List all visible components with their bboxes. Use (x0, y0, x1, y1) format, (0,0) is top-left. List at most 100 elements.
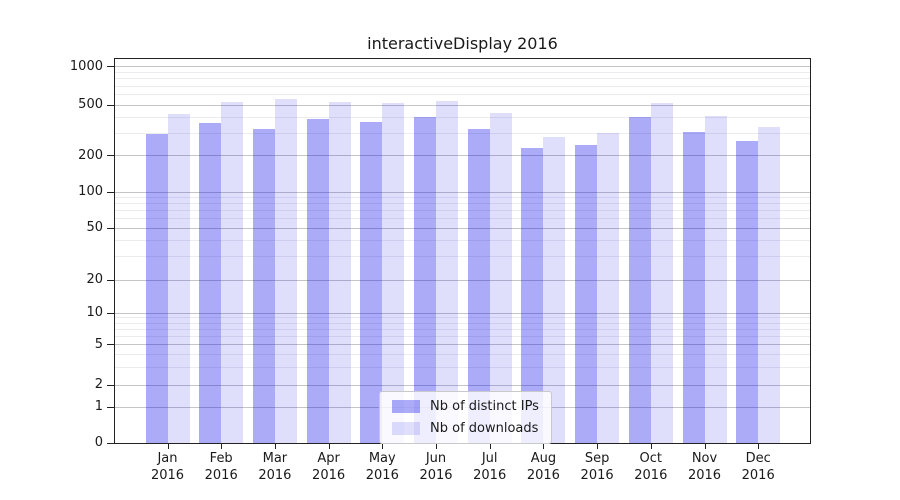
bar-nb-of-distinct-ips-mar (252, 129, 275, 443)
bar-nb-of-distinct-ips-jul (467, 129, 490, 443)
x-tick-label: Mar 2016 (243, 451, 307, 484)
gridline-minor (115, 71, 810, 73)
x-tick-month: Nov (691, 451, 718, 466)
y-tick-label: 1000 (69, 58, 103, 74)
y-axis-tick (107, 66, 114, 67)
x-tick-year: 2016 (365, 467, 399, 483)
x-tick-label: Sep 2016 (565, 451, 629, 484)
x-axis-tick (543, 444, 545, 449)
legend-item: Nb of downloads (392, 421, 539, 436)
chart-title: interactiveDisplay 2016 (367, 34, 558, 53)
x-tick-label: Feb 2016 (189, 451, 253, 484)
bar-nb-of-downloads-sep (597, 132, 620, 443)
gridline-minor (115, 78, 810, 80)
gridline-minor (115, 366, 810, 368)
y-tick-label: 0 (94, 435, 103, 450)
x-axis-tick (382, 444, 384, 449)
legend-label: Nb of downloads (430, 421, 539, 436)
x-tick-month: Sep (584, 451, 610, 466)
x-tick-year: 2016 (526, 467, 560, 483)
bar-nb-of-distinct-ips-aug (521, 148, 544, 443)
y-tick-label: 10 (86, 305, 103, 320)
x-axis-tick (167, 444, 169, 449)
gridline-minor (115, 94, 810, 96)
gridline-major (115, 155, 810, 156)
gridline-minor (115, 196, 810, 198)
gridline-minor (115, 132, 810, 134)
x-tick-year: 2016 (580, 467, 614, 483)
y-axis-tick (107, 406, 114, 408)
bar-nb-of-downloads-apr (328, 102, 351, 443)
bar-nb-of-downloads-aug (543, 136, 566, 443)
bar-nb-of-downloads-mar (274, 99, 297, 443)
x-tick-year: 2016 (634, 467, 668, 483)
y-tick-label: 2 (94, 377, 103, 392)
bar-nb-of-downloads-jul (489, 113, 512, 443)
x-axis-tick (221, 444, 223, 449)
x-axis-tick (704, 444, 706, 449)
x-tick-month: Mar (262, 451, 288, 466)
gridline-major (115, 227, 810, 229)
bar-nb-of-downloads-dec (758, 126, 781, 443)
x-tick-month: Dec (745, 451, 771, 466)
x-tick-month: Jun (425, 451, 447, 466)
y-tick-label: 500 (78, 97, 103, 112)
legend: Nb of distinct IPs Nb of downloads (379, 391, 552, 444)
y-axis-tick (107, 191, 114, 193)
gridline-major (115, 344, 810, 345)
y-tick-label: 50 (86, 220, 103, 235)
gridline-minor (115, 317, 810, 319)
gridline-minor (115, 353, 810, 355)
bar-nb-of-distinct-ips-apr (306, 118, 329, 443)
bar-nb-of-distinct-ips-jun (414, 117, 436, 443)
gridline-minor (115, 335, 810, 337)
x-tick-year: 2016 (687, 467, 722, 483)
plot-area (114, 58, 811, 444)
x-tick-label: May 2016 (350, 451, 414, 484)
x-axis-tick (436, 444, 437, 449)
gridline-major (115, 312, 810, 314)
y-tick-label: 1 (94, 399, 103, 414)
x-axis-tick (489, 444, 491, 449)
y-axis-tick (107, 104, 114, 106)
y-tick-label: 5 (94, 336, 103, 352)
x-tick-year: 2016 (312, 467, 346, 483)
bar-nb-of-downloads-oct (650, 103, 673, 443)
x-axis-tick (328, 444, 330, 449)
y-tick-label: 100 (78, 184, 103, 199)
x-axis-tick (758, 444, 760, 449)
bar-nb-of-distinct-ips-nov (682, 132, 705, 443)
bar-nb-of-distinct-ips-may (360, 121, 383, 443)
bar-nb-of-downloads-jun (436, 100, 458, 443)
x-tick-month: Apr (317, 451, 340, 466)
y-axis-tick (107, 279, 114, 281)
x-tick-label: Dec 2016 (726, 451, 790, 484)
x-tick-year: 2016 (258, 467, 292, 483)
gridline-minor (115, 256, 810, 258)
gridline-major (115, 191, 810, 193)
x-tick-year: 2016 (741, 467, 775, 483)
y-axis-tick (107, 442, 114, 444)
x-axis-tick (597, 444, 599, 449)
x-tick-label: Nov 2016 (673, 451, 737, 484)
y-axis-tick (107, 384, 114, 386)
x-tick-label: Jul 2016 (458, 451, 522, 484)
gridline-minor (115, 328, 810, 330)
x-tick-year: 2016 (204, 467, 238, 483)
x-tick-year: 2016 (473, 467, 507, 483)
x-tick-label: Jun 2016 (404, 451, 468, 484)
gridline-major (115, 66, 810, 67)
gridline-major (115, 384, 810, 386)
x-tick-label: Aug 2016 (511, 451, 575, 484)
y-axis-tick (107, 344, 114, 345)
y-tick-label: 200 (78, 147, 103, 163)
bar-nb-of-downloads-feb (221, 102, 244, 443)
gridline-minor (115, 210, 810, 212)
bar-nb-of-distinct-ips-oct (628, 117, 651, 443)
gridline-major (115, 104, 810, 106)
bar-nb-of-downloads-may (382, 103, 405, 443)
x-tick-month: Jan (157, 451, 178, 466)
gridline-minor (115, 218, 810, 220)
gridline-minor (115, 116, 810, 118)
